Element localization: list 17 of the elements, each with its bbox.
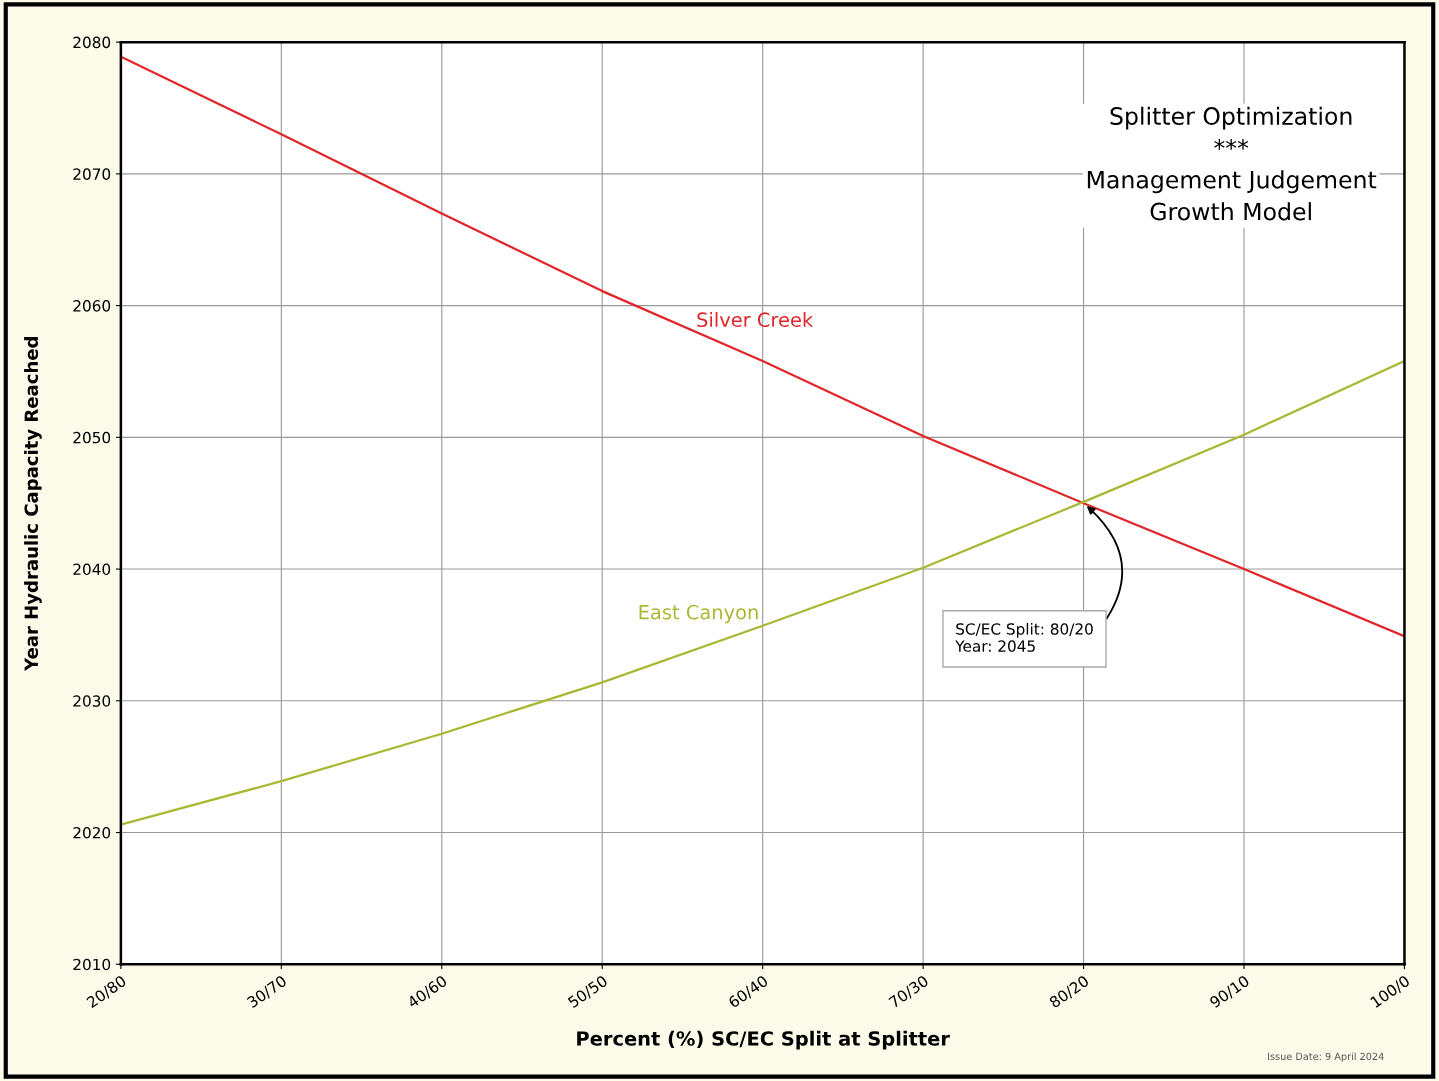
- line-series: [120, 359, 1405, 826]
- annotation: Splitter Optimization *** Management Judgement Growth Model: [1087, 106, 1377, 221]
- line-series: [120, 55, 1405, 638]
- series-label: Silver Creek: [697, 312, 814, 328]
- y-tick-label: 2060: [73, 300, 111, 312]
- y-tick-label: 2030: [73, 695, 111, 707]
- x-axis-title: Percent (%) SC/EC Split at Splitter: [577, 1030, 950, 1050]
- y-tick-label: 2020: [73, 826, 111, 839]
- text: Issue Date: 9 April 2024: [1268, 1052, 1384, 1062]
- y-tick-label: 2040: [73, 563, 111, 576]
- annotation: SC/EC Split: 80/20 Year: 2045: [955, 622, 1093, 652]
- y-tick-label: 2080: [73, 36, 111, 49]
- y-tick-label: 2050: [73, 431, 111, 444]
- series-label: East Canyon: [639, 604, 758, 624]
- y-axis-title: Year Hydraulic Capacity Reached: [24, 337, 42, 672]
- y-tick-label: 2010: [73, 958, 111, 971]
- y-tick-label: 2070: [73, 168, 111, 180]
